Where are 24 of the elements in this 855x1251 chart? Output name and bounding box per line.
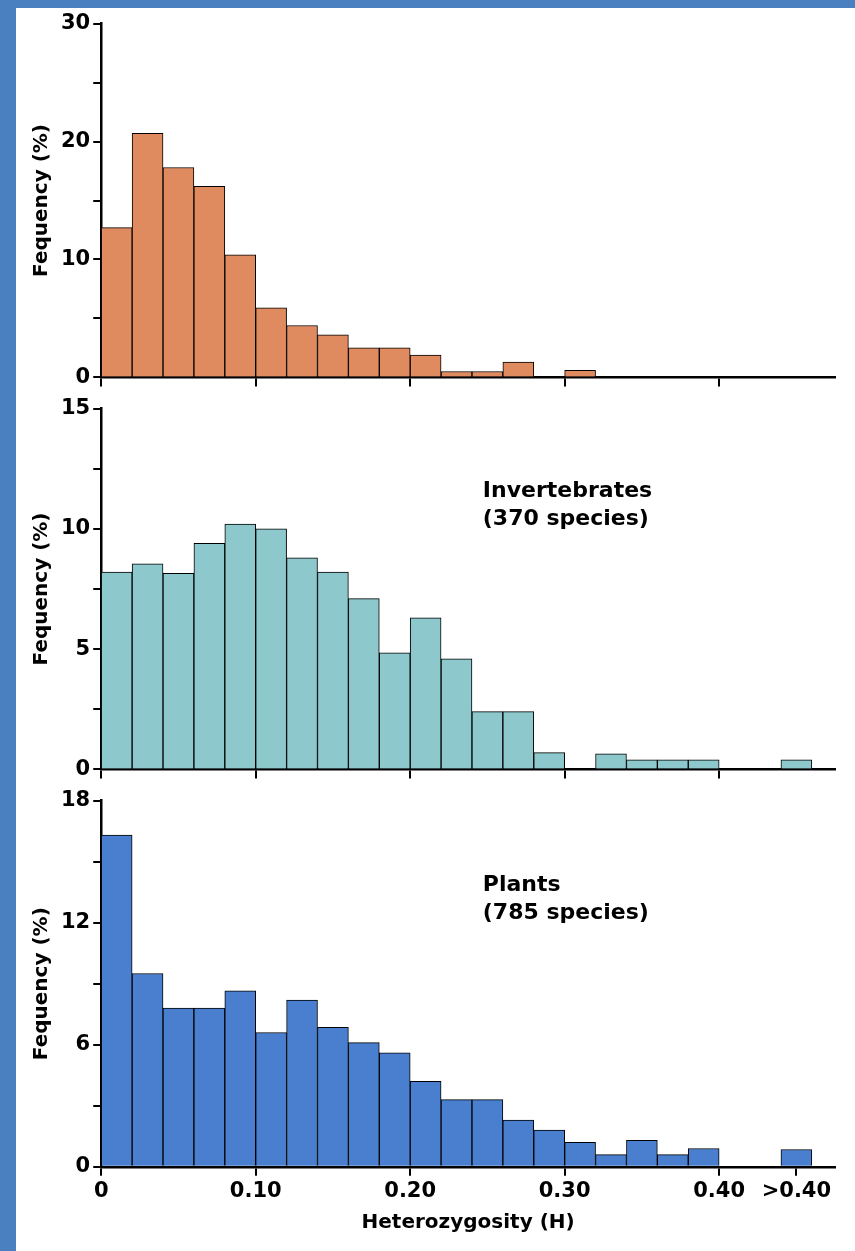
x-tick-label: 0.10 [229, 1177, 282, 1202]
y-tick-label: 18 [60, 787, 91, 812]
y-tick-label: 6 [75, 1031, 91, 1056]
y-tick-label: 10 [60, 515, 91, 540]
y-tick-label: 0 [75, 363, 91, 388]
y-axis-title: Fequency (%) [28, 124, 53, 277]
x-tick-label: 0 [93, 1177, 109, 1202]
y-tick-label: 12 [60, 909, 91, 934]
y-axis-title: Fequency (%) [28, 512, 53, 666]
x-axis-title: Heterozygosity (H) [361, 1209, 575, 1234]
annotation: Invertebrates (370 species) [482, 477, 653, 531]
y-tick-label: 15 [60, 395, 91, 420]
y-tick-label: 30 [60, 10, 91, 35]
x-tick-label: >0.40 [761, 1177, 832, 1202]
y-tick-label: 10 [60, 245, 91, 270]
annotation: Plants (785 species) [482, 870, 649, 924]
y-tick-label: 20 [60, 127, 91, 152]
x-tick-label: 0.20 [384, 1177, 437, 1202]
y-tick-label: 0 [75, 1153, 91, 1178]
y-tick-label: 0 [75, 755, 91, 780]
y-tick-label: 5 [75, 635, 91, 660]
x-tick-label: 0.30 [538, 1177, 591, 1202]
x-tick-label: 0.40 [693, 1177, 746, 1202]
y-axis-title: Fequency (%) [28, 907, 53, 1061]
